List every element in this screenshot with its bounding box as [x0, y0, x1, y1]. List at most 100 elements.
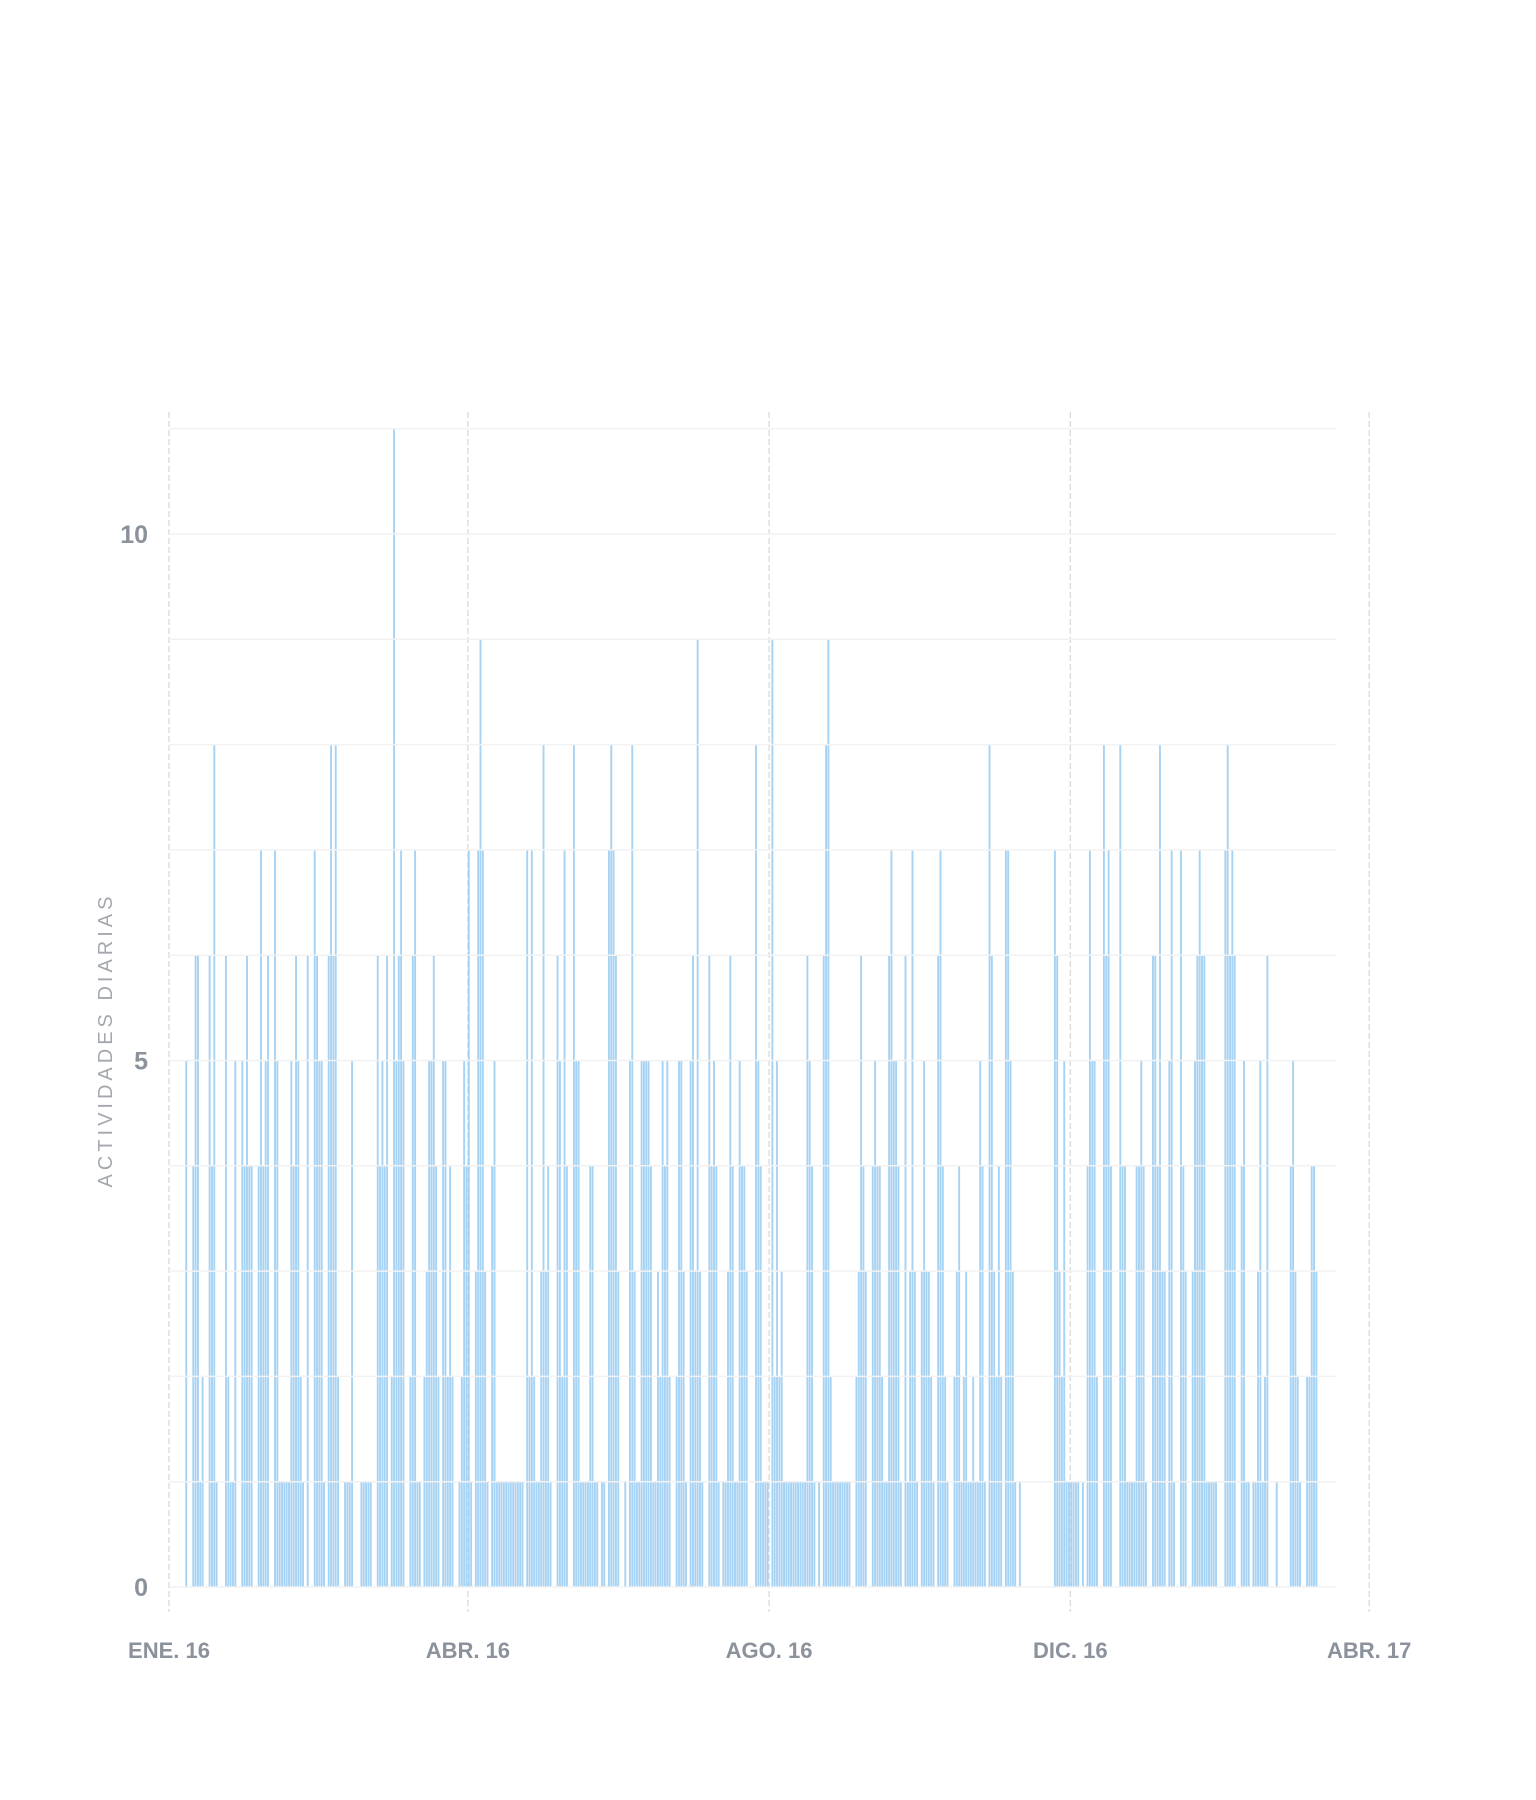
bar: [481, 849, 484, 1587]
bar: [799, 1481, 802, 1587]
bar: [1161, 1271, 1164, 1587]
bar: [736, 1481, 739, 1587]
bar: [724, 1481, 727, 1587]
bar: [766, 1481, 769, 1587]
bar: [495, 1481, 498, 1587]
bar: [617, 1271, 620, 1587]
bar: [1077, 1481, 1080, 1587]
bar: [932, 1481, 935, 1587]
bar: [857, 1271, 860, 1587]
bar: [1294, 1271, 1297, 1587]
bar: [283, 1481, 286, 1587]
bar: [607, 849, 610, 1587]
bar: [680, 1060, 683, 1587]
bar: [563, 849, 566, 1587]
bar: [603, 1481, 606, 1587]
bar: [1011, 1271, 1014, 1587]
bar: [1245, 1481, 1248, 1587]
bar: [1257, 1271, 1259, 1587]
bar: [846, 1481, 849, 1587]
bar: [402, 1060, 405, 1587]
bar: [232, 1481, 234, 1587]
bar: [960, 1481, 963, 1587]
bar: [638, 1481, 641, 1587]
bar: [661, 1060, 664, 1587]
bar: [1081, 1481, 1084, 1587]
bar: [1180, 849, 1182, 1587]
bar: [1067, 1481, 1070, 1587]
bar: [892, 1060, 895, 1587]
bar: [1133, 1481, 1136, 1587]
bar: [969, 1481, 972, 1587]
bar: [344, 1481, 346, 1587]
bar: [1145, 1481, 1147, 1587]
bar: [313, 849, 316, 1587]
bar: [927, 1271, 930, 1587]
x-tick-label: AGO. 16: [726, 1638, 813, 1663]
bar: [519, 1481, 522, 1587]
bar: [843, 1481, 846, 1587]
bar: [593, 1481, 596, 1587]
bar: [946, 1481, 949, 1587]
bar: [428, 1060, 431, 1587]
bar: [628, 1060, 631, 1587]
bar: [1126, 1481, 1129, 1587]
bar: [696, 639, 699, 1587]
bar: [416, 1481, 419, 1587]
bar: [913, 1271, 916, 1587]
bar: [979, 1060, 982, 1587]
bar: [713, 1060, 715, 1587]
bar: [654, 1481, 657, 1587]
bar: [976, 1481, 979, 1587]
bar: [234, 1060, 237, 1587]
bar: [642, 1060, 645, 1587]
x-tick-label: DIC. 16: [1033, 1638, 1108, 1663]
bar: [883, 1481, 886, 1587]
bar: [757, 1060, 760, 1587]
bar: [498, 1481, 501, 1587]
bar: [666, 1060, 669, 1587]
bar: [1063, 1060, 1066, 1587]
bar: [278, 1481, 281, 1587]
bar: [577, 1060, 580, 1587]
bar: [474, 1271, 477, 1587]
bar: [1018, 1481, 1021, 1587]
bar: [1007, 849, 1010, 1587]
bar: [635, 1481, 638, 1587]
bars: [185, 428, 1318, 1588]
bar: [1184, 1271, 1187, 1587]
vertical-gridlines: [168, 412, 1370, 1612]
bar: [486, 1481, 489, 1587]
bar: [1292, 1060, 1295, 1587]
bar: [512, 1481, 515, 1587]
bar: [369, 1481, 372, 1587]
bar: [360, 1481, 363, 1587]
bar: [521, 1481, 524, 1587]
bar: [346, 1481, 349, 1587]
bar: [526, 849, 529, 1587]
bar: [579, 1481, 582, 1587]
bar: [418, 1481, 421, 1587]
bar: [895, 1060, 898, 1587]
bar: [1205, 1481, 1208, 1587]
bar: [745, 1271, 748, 1587]
bar: [771, 639, 774, 1587]
bar: [463, 1060, 466, 1587]
bar: [276, 1060, 279, 1587]
bar: [365, 1481, 368, 1587]
bar: [1070, 1481, 1073, 1587]
bar: [302, 1481, 304, 1587]
bar: [624, 1481, 627, 1587]
bar: [395, 1060, 398, 1587]
bar: [274, 849, 276, 1587]
bar: [1315, 1271, 1318, 1587]
bar: [1163, 1271, 1166, 1587]
bar: [633, 1271, 636, 1587]
bar: [804, 1481, 806, 1587]
bar: [911, 849, 914, 1587]
bar: [1212, 1481, 1215, 1587]
bar: [381, 1060, 384, 1587]
bar: [1254, 1481, 1257, 1587]
bar: [1208, 1481, 1210, 1587]
